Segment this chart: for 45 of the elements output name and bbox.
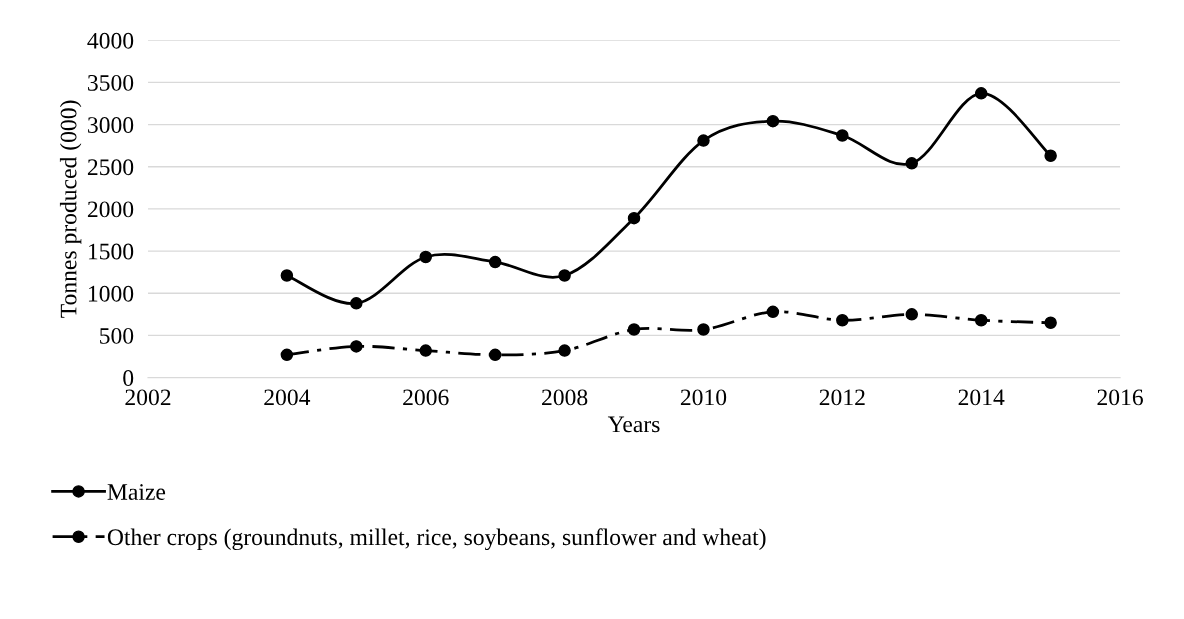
point bbox=[419, 344, 432, 357]
y-tick-label: 4000 bbox=[87, 32, 134, 49]
x-axis-title: Years bbox=[607, 416, 660, 433]
point bbox=[836, 313, 849, 327]
x-tick-label: 2012 bbox=[819, 389, 865, 406]
y-tick-label: 2000 bbox=[87, 201, 134, 218]
y-tick-label: 0 bbox=[123, 370, 134, 387]
y-tick-label: 1000 bbox=[88, 285, 134, 302]
x-tick-label: 2006 bbox=[403, 389, 449, 406]
point bbox=[766, 114, 780, 128]
point bbox=[419, 250, 432, 264]
x-tick-label: 2010 bbox=[680, 389, 727, 406]
point bbox=[974, 313, 988, 327]
y-axis-title: Tonnes produced (000) bbox=[59, 100, 82, 318]
point bbox=[558, 269, 571, 282]
point bbox=[280, 348, 294, 362]
point bbox=[905, 308, 919, 321]
point bbox=[1044, 149, 1057, 163]
x-tick-label: 2008 bbox=[542, 389, 588, 406]
legend-label: Other crops (groundnuts, millet, rice, soybeans, sunflower and wheat) bbox=[107, 528, 766, 551]
point bbox=[836, 129, 849, 142]
point bbox=[1044, 316, 1057, 330]
point bbox=[974, 87, 988, 100]
point bbox=[350, 340, 363, 353]
point bbox=[488, 348, 502, 362]
point bbox=[905, 157, 919, 170]
point bbox=[627, 323, 641, 336]
x-tick-label: 2002 bbox=[125, 389, 171, 406]
point bbox=[558, 344, 571, 357]
y-tick-label: 1500 bbox=[88, 243, 134, 260]
point bbox=[627, 211, 641, 225]
point bbox=[697, 134, 710, 147]
x-tick-label: 2016 bbox=[1097, 389, 1143, 406]
point bbox=[350, 297, 363, 310]
y-tick-label: 3500 bbox=[88, 74, 134, 91]
point bbox=[697, 323, 710, 336]
point bbox=[766, 305, 780, 319]
legend-label: Maize bbox=[107, 484, 166, 500]
y-tick-label: 500 bbox=[100, 327, 134, 344]
y-tick-label: 3000 bbox=[88, 117, 134, 133]
point bbox=[280, 269, 294, 282]
point bbox=[488, 255, 502, 269]
x-tick-label: 2014 bbox=[958, 389, 1005, 406]
x-tick-label: 2004 bbox=[264, 389, 311, 406]
y-tick-label: 2500 bbox=[87, 159, 134, 176]
